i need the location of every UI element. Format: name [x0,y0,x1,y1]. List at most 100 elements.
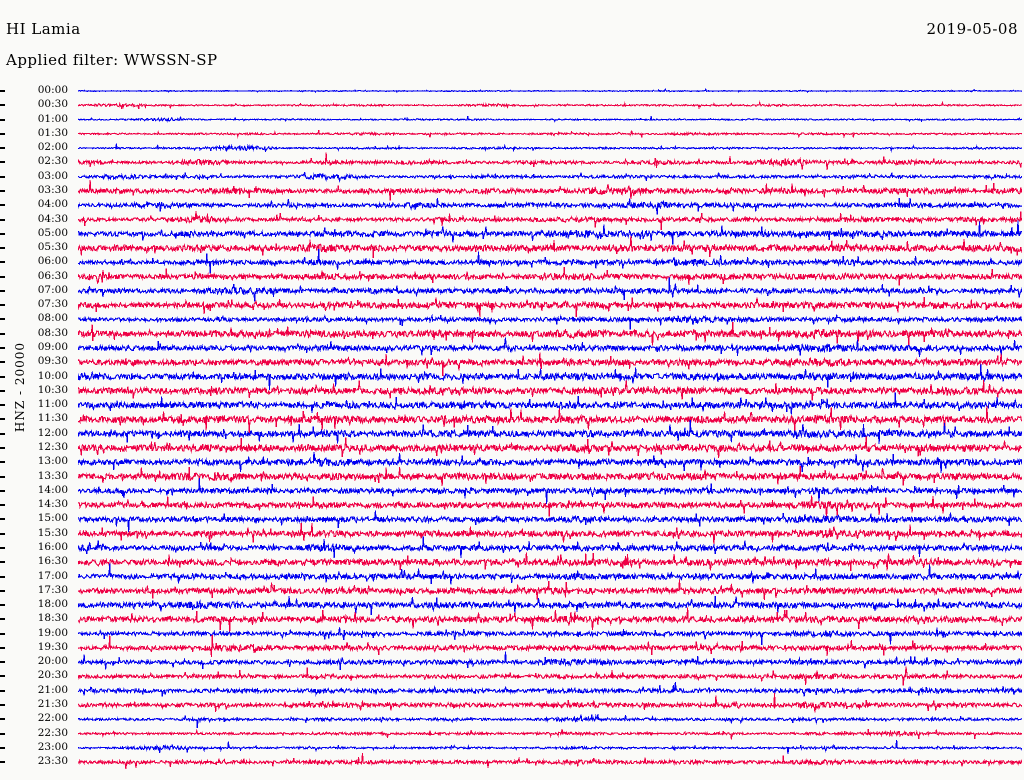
seismogram-trace [78,451,1022,473]
time-tick-label: 11:30 [37,412,68,425]
seismogram-trace [78,536,1022,559]
time-tick-label: 08:30 [37,326,68,339]
time-tick-label: 20:00 [37,655,68,668]
time-tick-mark [0,104,5,107]
time-tick-mark [0,632,5,635]
seismogram-trace [78,87,1022,94]
seismogram-trace [78,552,1022,572]
time-tick-mark [0,604,5,607]
time-tick-label: 05:00 [37,226,68,239]
time-tick-label: 17:30 [37,583,68,596]
time-tick-mark [0,418,5,421]
time-tick-mark [0,175,5,178]
time-tick-label: 22:00 [37,712,68,725]
time-tick-label: 10:30 [37,383,68,396]
time-axis: 00:00 00:30 01:00 01:30 02:00 02:30 03:00 03:30… [0,0,78,780]
seismogram-trace [78,313,1022,330]
seismogram-trace [78,713,1022,729]
seismogram-trace [78,693,1022,713]
time-tick-mark [0,132,5,135]
seismogram-trace [78,277,1022,302]
seismogram-trace [78,563,1022,585]
seismogram-trace [78,465,1022,487]
time-tick-label: 22:30 [37,726,68,739]
time-tick-label: 07:00 [37,283,68,296]
seismogram-trace [78,651,1022,670]
date-label: 2019-05-08 [926,20,1018,38]
time-tick-mark [0,204,5,207]
time-tick-mark [0,675,5,678]
time-tick-label: 04:00 [37,198,68,211]
seismogram-trace [78,115,1022,123]
seismogram-trace [78,607,1022,632]
time-tick-mark [0,518,5,521]
seismogram-trace [78,392,1022,415]
seismogram-trace [78,220,1022,245]
time-tick-mark [0,118,5,121]
time-tick-mark [0,261,5,264]
seismogram-trace [78,352,1022,376]
time-tick-mark [0,375,5,378]
seismogram-trace [78,728,1022,740]
time-tick-label: 18:00 [37,598,68,611]
time-tick-mark [0,561,5,564]
time-tick-mark [0,532,5,535]
seismogram-trace [78,739,1022,755]
time-tick-mark [0,218,5,221]
time-tick-label: 15:30 [37,526,68,539]
seismogram-trace [78,100,1022,110]
time-tick-label: 16:30 [37,555,68,568]
time-tick-label: 07:30 [37,298,68,311]
time-tick-mark [0,189,5,192]
time-tick-mark [0,732,5,735]
time-tick-label: 03:00 [37,169,68,182]
seismogram-trace [78,143,1022,153]
seismogram-trace [78,321,1022,346]
time-tick-mark [0,289,5,292]
time-tick-label: 17:00 [37,569,68,582]
time-tick-mark [0,232,5,235]
seismogram-trace [78,420,1022,444]
time-tick-label: 14:30 [37,498,68,511]
seismogram-canvas [78,87,1022,770]
time-tick-label: 23:30 [37,755,68,768]
time-tick-mark [0,347,5,350]
time-tick-label: 12:00 [37,426,68,439]
seismogram-trace [78,753,1022,770]
seismogram-trace [78,337,1022,357]
time-tick-label: 12:30 [37,441,68,453]
time-tick-label: 21:30 [37,698,68,711]
time-tick-label: 09:30 [37,355,68,368]
seismogram-trace [78,172,1022,183]
time-tick-label: 00:30 [37,98,68,111]
time-tick-mark [0,646,5,649]
time-tick-label: 21:00 [37,683,68,696]
seismogram-trace [78,436,1022,459]
seismogram-trace [78,522,1022,544]
time-tick-mark [0,461,5,464]
seismogram-trace [78,129,1022,139]
time-tick-mark [0,475,5,478]
time-tick-label: 08:00 [37,312,68,325]
time-tick-mark [0,504,5,507]
time-tick-mark [0,661,5,664]
seismogram-trace [78,179,1022,201]
seismogram-trace [78,296,1022,318]
time-tick-mark [0,575,5,578]
time-tick-label: 15:00 [37,512,68,525]
time-tick-mark [0,389,5,392]
time-tick-label: 19:30 [37,640,68,653]
time-tick-mark [0,447,5,449]
time-tick-label: 01:30 [37,126,68,139]
time-tick-mark [0,689,5,692]
time-tick-label: 10:00 [37,369,68,382]
seismogram-trace [78,627,1022,645]
seismogram-trace [78,236,1022,258]
time-tick-label: 16:00 [37,540,68,553]
time-tick-label: 19:00 [37,626,68,639]
time-tick-mark [0,147,5,150]
time-tick-mark [0,304,5,307]
seismogram-trace [78,579,1022,600]
time-tick-label: 01:00 [37,112,68,125]
